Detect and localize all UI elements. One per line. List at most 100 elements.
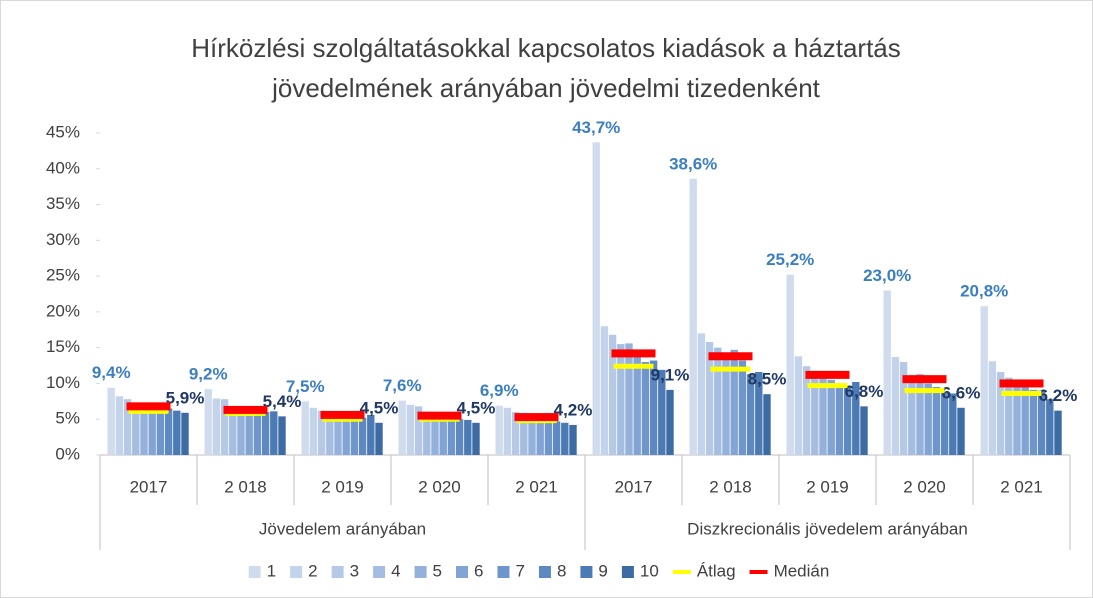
bar [173,410,181,455]
legend-label: 10 [640,561,659,580]
bar [843,387,852,455]
bar [309,407,318,455]
bar [472,422,480,455]
bar [503,407,512,455]
bar [123,399,132,455]
marker [611,349,656,358]
bar [592,142,600,455]
bar [569,424,577,455]
group-label: Jövedelem arányában [259,519,426,538]
legend-label: Medián [774,561,830,580]
bar [326,413,334,455]
bar [1046,399,1054,455]
bar [181,412,189,455]
bar [464,419,472,455]
bar [891,356,900,455]
marker [223,405,268,414]
legend-label: 8 [557,561,566,580]
bar [633,354,641,455]
x-tick-label: 2 019 [321,477,364,496]
legend-symbol [248,566,261,578]
bar [536,419,544,455]
bar [924,383,932,455]
bar [641,361,650,455]
y-tick-label: 20% [46,301,80,320]
bar [115,396,124,455]
x-tick-label: 2017 [130,477,168,496]
legend-label: Átlag [697,561,736,580]
bar [988,361,997,455]
marker [322,416,363,422]
bar [261,412,270,455]
bar [447,417,456,455]
bar [237,408,245,455]
chart-title: Hírközlési szolgáltatásokkal kapcsolatos… [191,33,901,103]
legend-symbol [331,566,344,578]
data-label: 6,2% [1039,386,1078,405]
data-label: 43,7% [572,118,620,137]
bar [253,412,262,455]
x-tick-label: 2 020 [903,477,946,496]
bar [1029,389,1038,455]
marker [126,402,171,411]
bar [827,379,835,455]
bar [439,417,447,455]
bar [730,349,738,455]
bar [786,274,794,455]
x-tick-label: 2 018 [224,477,267,496]
marker [999,379,1044,388]
bar [980,306,988,455]
bar [528,417,536,455]
bar [552,421,561,455]
bar [204,389,212,455]
y-tick-label: 45% [46,122,80,141]
marker [320,410,365,419]
data-label: 7,6% [383,376,422,395]
bar [996,371,1005,455]
legend-symbol [621,566,634,578]
bar [245,409,253,455]
bar [107,387,115,455]
bar [561,422,569,455]
marker [807,383,848,389]
data-label: 38,6% [669,154,717,173]
marker [417,411,462,420]
marker [710,366,751,372]
bar [1005,377,1013,455]
bar [916,374,924,455]
data-label: 6,6% [942,383,981,402]
bar [617,344,625,455]
legend-symbol [290,566,303,578]
bar [811,372,819,455]
bar [431,414,439,455]
bar [860,406,868,455]
data-label: 8,5% [748,370,787,389]
bar [342,417,350,455]
marker [514,413,559,422]
legend-symbol [538,566,551,578]
bar [132,402,140,455]
bar [278,416,286,455]
marker [805,370,850,379]
x-tick-label: 2 018 [709,477,752,496]
x-tick-label: 2 020 [418,477,461,496]
legend-symbol [672,570,691,574]
data-label: 4,5% [457,398,496,417]
bar [358,417,367,455]
bar [1037,390,1046,455]
bar [229,406,237,455]
marker [613,363,654,369]
y-tick-label: 10% [46,373,80,392]
bar [722,354,730,455]
bar [835,384,844,455]
bar [520,415,528,455]
bar [649,360,658,455]
legend-label: 9 [598,561,607,580]
bar [714,347,722,455]
bar [544,419,553,455]
legend-symbol [749,570,768,574]
bar [212,398,221,455]
bar [883,290,891,455]
bar [755,371,763,455]
